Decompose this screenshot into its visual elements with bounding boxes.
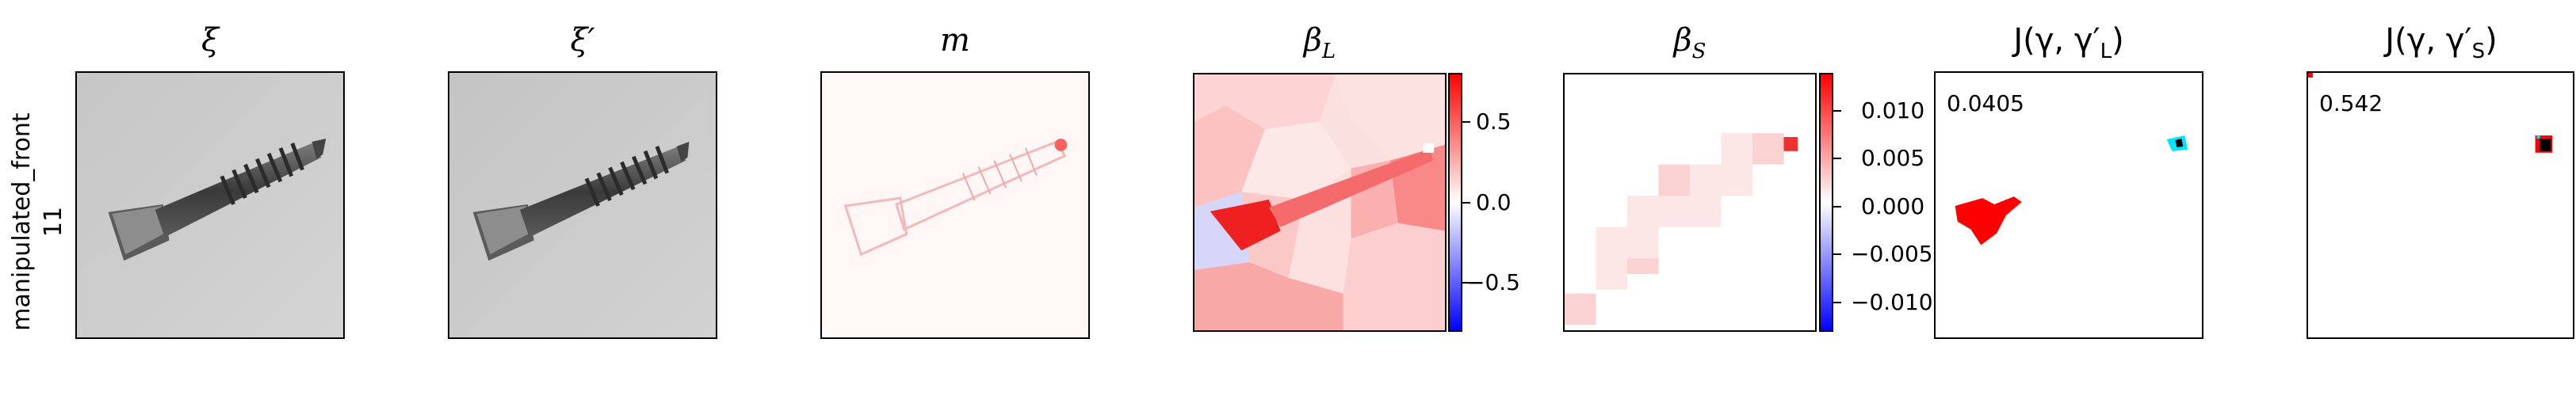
panel-title-j-l: J(γ, γ′L) xyxy=(2013,22,2124,63)
panel-title-m: m xyxy=(940,22,970,59)
colorbar-beta-s-tick: −0.010 xyxy=(1851,289,1933,315)
image-xi-prime xyxy=(448,71,717,339)
colorbar-beta-s-tick: 0.000 xyxy=(1861,193,1925,219)
heatmap-beta-s xyxy=(1563,73,1817,332)
panel-title-beta-l: βL xyxy=(1303,22,1336,63)
colorbar-beta-l-tick: 0.0 xyxy=(1476,189,1512,215)
value-j-s: 0.542 xyxy=(2319,90,2383,116)
panel-title-beta-s: βS xyxy=(1673,22,1707,63)
overlay-j-l: 0.0405 xyxy=(1934,71,2203,339)
colorbar-beta-s xyxy=(1819,73,1833,332)
row-label-line2: 11 xyxy=(39,206,67,238)
colorbar-beta-l xyxy=(1448,73,1462,332)
row-label: manipulated_front 11 xyxy=(0,71,75,372)
overlay-j-s: 0.542 xyxy=(2307,71,2574,339)
value-j-l: 0.0405 xyxy=(1947,90,2024,116)
panel-title-xi-prime: ξ′ xyxy=(570,22,595,59)
image-xi xyxy=(75,71,345,339)
colorbar-beta-s-tick: −0.005 xyxy=(1851,241,1933,267)
colorbar-beta-s-tick: 0.005 xyxy=(1861,145,1925,171)
row-label-line1: manipulated_front xyxy=(7,112,36,331)
heatmap-beta-l xyxy=(1193,73,1447,332)
colorbar-beta-s-tick: 0.010 xyxy=(1861,97,1925,124)
colorbar-beta-l-tick: −0.5 xyxy=(1466,269,1520,295)
image-m xyxy=(820,71,1090,339)
screw-shape xyxy=(472,141,690,261)
panel-title-j-s: J(γ, γ′S) xyxy=(2385,22,2498,63)
colorbar-beta-l-tick: 0.5 xyxy=(1476,109,1512,135)
screw-shape xyxy=(108,139,327,261)
row-label-text: manipulated_front 11 xyxy=(6,112,70,330)
panel-title-xi: ξ xyxy=(201,22,220,59)
